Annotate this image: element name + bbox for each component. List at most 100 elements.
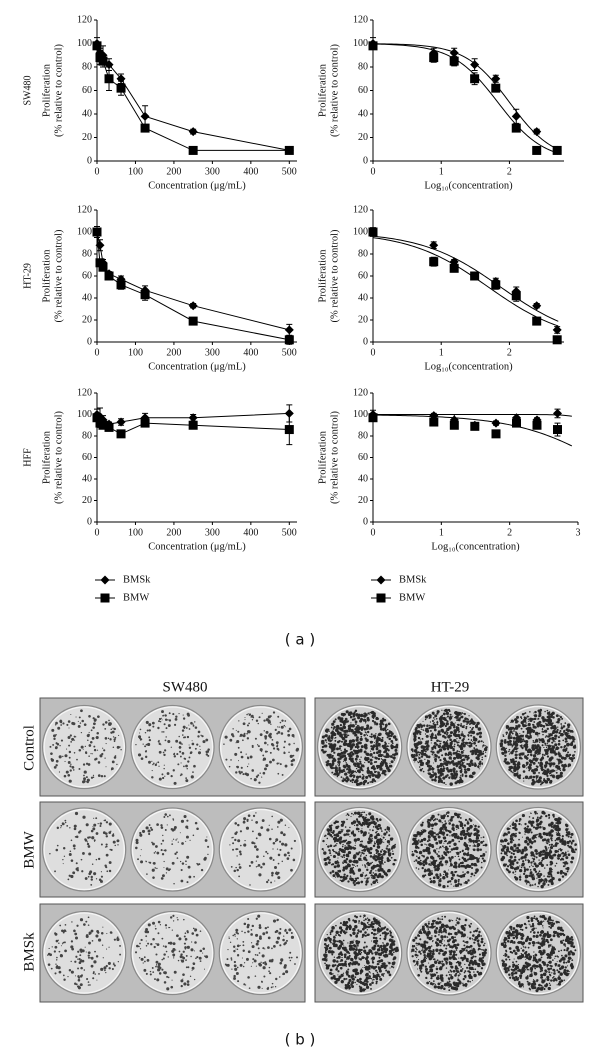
colony [283, 740, 286, 743]
colony [421, 761, 425, 765]
colony [324, 834, 327, 837]
colony [161, 874, 165, 878]
colony [444, 820, 446, 822]
colony [353, 776, 355, 779]
colony [451, 833, 455, 837]
colony [95, 955, 99, 958]
colony [429, 775, 433, 779]
colony [387, 722, 391, 726]
y-tick-label: 60 [358, 270, 368, 281]
colony [416, 846, 419, 848]
colony [439, 733, 442, 736]
colony [437, 835, 441, 839]
colony [460, 744, 463, 747]
colony [351, 781, 354, 784]
colony [443, 873, 445, 876]
colony [336, 747, 339, 751]
colony [418, 753, 421, 756]
colony [264, 962, 268, 966]
colony [422, 837, 427, 841]
colony [255, 866, 258, 868]
colony [375, 865, 378, 868]
colony [518, 735, 521, 738]
colony [153, 945, 156, 949]
colony [353, 864, 355, 866]
colony [93, 745, 96, 748]
colony [85, 951, 87, 953]
colony [535, 775, 539, 779]
colony [206, 836, 208, 838]
colony [202, 740, 206, 744]
colony [377, 823, 381, 828]
colony [343, 778, 347, 781]
colony [454, 716, 456, 719]
colony [451, 873, 456, 877]
colony [562, 748, 566, 752]
colony [476, 857, 478, 859]
colony [272, 744, 275, 747]
colony [61, 822, 65, 826]
colony [355, 713, 359, 717]
colony [271, 758, 275, 762]
colony [274, 880, 276, 882]
colony [501, 845, 504, 847]
colony [168, 868, 171, 871]
colony [246, 737, 250, 740]
colony [247, 814, 251, 817]
colony [564, 722, 567, 724]
colony [384, 729, 387, 732]
colony [431, 726, 435, 729]
colony [383, 719, 387, 722]
colony [340, 712, 344, 716]
colony [477, 740, 480, 744]
colony [413, 740, 416, 743]
colony [463, 859, 467, 863]
colony [61, 929, 64, 933]
colony [103, 749, 106, 752]
colony [170, 746, 172, 748]
colony [325, 763, 329, 767]
colony [108, 946, 110, 948]
data-point [449, 48, 459, 58]
colony [514, 847, 516, 849]
colony [418, 766, 421, 768]
colony [271, 828, 273, 830]
colony [333, 772, 337, 776]
colony [179, 774, 182, 777]
colony [347, 734, 350, 737]
colony [182, 973, 185, 976]
colony [167, 956, 169, 958]
colony [365, 746, 367, 748]
colony [455, 770, 458, 773]
colony [68, 874, 71, 877]
colony [292, 858, 296, 862]
colony [349, 867, 354, 871]
colony [106, 932, 108, 935]
colony [256, 855, 259, 859]
colony [394, 752, 399, 756]
colony [158, 972, 162, 975]
colony [438, 840, 443, 844]
data-point [140, 290, 150, 300]
colony [369, 713, 371, 715]
colony [449, 715, 453, 719]
colony [270, 881, 273, 884]
colony [475, 836, 480, 840]
colony [365, 775, 369, 780]
colony [431, 814, 435, 819]
colony [347, 712, 352, 716]
colony [445, 853, 448, 857]
colony [172, 819, 175, 821]
colony [163, 714, 165, 716]
colony [143, 968, 147, 972]
colony [268, 970, 270, 973]
x-tick-label: 1 [439, 347, 444, 358]
colony [188, 875, 192, 879]
colony [331, 771, 334, 774]
colony [442, 765, 445, 768]
colony [108, 719, 110, 722]
data-point [552, 145, 562, 155]
colony [59, 924, 62, 927]
colony [87, 763, 91, 766]
colony [341, 849, 346, 854]
